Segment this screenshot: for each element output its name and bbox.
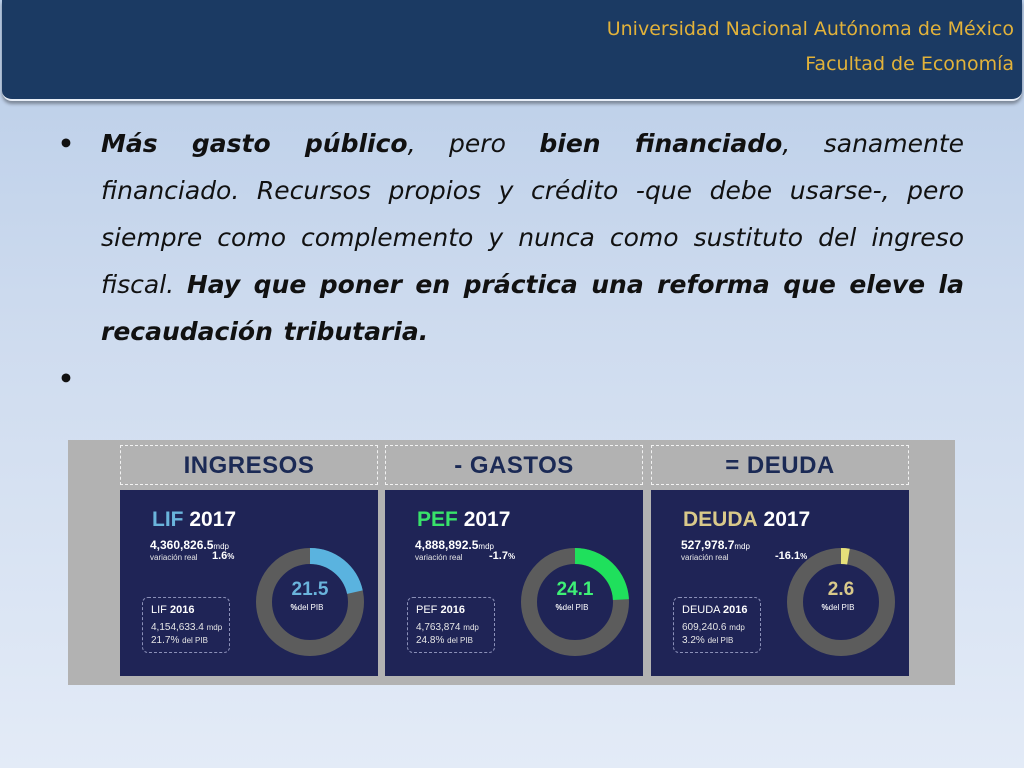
previous-year: 2016 bbox=[722, 604, 748, 616]
amount-unit: mdp bbox=[213, 542, 229, 551]
donut-label-text: del PIB bbox=[828, 603, 855, 612]
card-amount: 527,978.7mdp bbox=[681, 538, 750, 552]
previous-code: LIF bbox=[151, 604, 167, 616]
tab-deuda: = DEUDA bbox=[651, 445, 909, 485]
donut-value: 2.6 bbox=[827, 579, 855, 600]
card-amount: 4,888,892.5mdp bbox=[415, 538, 494, 552]
previous-title: PEF 2016 bbox=[416, 604, 465, 616]
card-title-year: 2017 bbox=[463, 508, 511, 531]
donut-label: %del PIB bbox=[515, 603, 629, 612]
variation-value: -1.7% bbox=[489, 550, 515, 562]
amount-unit: mdp bbox=[478, 542, 494, 551]
donut-pct-sign: % bbox=[821, 603, 829, 612]
card-title-year: 2017 bbox=[763, 508, 811, 531]
variation-number: -16.1 bbox=[775, 550, 801, 562]
card-title-year: 2017 bbox=[189, 508, 237, 531]
card-title: LIF 2017 bbox=[152, 508, 236, 532]
previous-amount-unit: mdp bbox=[206, 623, 223, 632]
previous-amount: 4,154,633.4 mdp bbox=[151, 622, 222, 633]
bullet-dot-empty: • bbox=[58, 364, 74, 393]
donut-chart bbox=[521, 548, 629, 656]
previous-amount-unit: mdp bbox=[463, 623, 479, 632]
donut-label: %del PIB bbox=[250, 603, 364, 612]
card-deuda: DEUDA 2017 527,978.7mdp variación real -… bbox=[651, 490, 909, 676]
card-title-code: LIF bbox=[152, 508, 184, 531]
donut-label-text: del PIB bbox=[562, 603, 589, 612]
previous-pct: 21.7% del PIB bbox=[151, 635, 208, 646]
variation-pct: % bbox=[227, 552, 235, 561]
variation-value: 1.6% bbox=[212, 550, 234, 562]
donut-pct-sign: % bbox=[290, 603, 298, 612]
variation-label: variación real bbox=[681, 553, 729, 562]
slide-body: • Más gasto público, pero bien financiad… bbox=[58, 120, 964, 355]
tab-ingresos: INGRESOS bbox=[120, 445, 378, 485]
card-amount: 4,360,826.5mdp bbox=[150, 538, 229, 552]
previous-pct-label: del PIB bbox=[182, 636, 208, 645]
donut-pct-sign: % bbox=[555, 603, 563, 612]
faculty-name: Facultad de Economía bbox=[805, 53, 1014, 75]
card-title: PEF 2017 bbox=[417, 508, 510, 532]
donut-label-text: del PIB bbox=[297, 603, 324, 612]
donut-arc bbox=[787, 548, 895, 656]
bullet-item: • Más gasto público, pero bien financiad… bbox=[58, 120, 964, 355]
previous-year-box: LIF 2016 4,154,633.4 mdp 21.7% del PIB bbox=[142, 597, 230, 653]
previous-title: DEUDA 2016 bbox=[682, 604, 747, 616]
previous-pct: 3.2% del PIB bbox=[682, 635, 733, 646]
donut-label: %del PIB bbox=[781, 603, 895, 612]
variation-pct: % bbox=[507, 552, 516, 561]
amount-value: 4,888,892.5 bbox=[415, 538, 479, 552]
budget-infographic: INGRESOS - GASTOS = DEUDA LIF 2017 4,360… bbox=[68, 440, 955, 685]
previous-amount: 609,240.6 mdp bbox=[682, 622, 745, 633]
previous-pct-label: del PIB bbox=[447, 636, 473, 645]
previous-code: PEF bbox=[416, 604, 438, 616]
card-title-code: DEUDA bbox=[683, 508, 758, 531]
card-ingresos: LIF 2017 4,360,826.5mdp variación real 1… bbox=[120, 490, 378, 676]
previous-amount: 4,763,874 mdp bbox=[416, 622, 479, 633]
previous-pct-value: 24.8% bbox=[416, 635, 445, 646]
variation-label: variación real bbox=[415, 553, 463, 562]
previous-pct-value: 3.2% bbox=[682, 635, 705, 646]
donut-arc bbox=[256, 548, 364, 656]
amount-value: 4,360,826.5 bbox=[150, 538, 214, 552]
previous-year: 2016 bbox=[440, 604, 465, 616]
previous-year-box: DEUDA 2016 609,240.6 mdp 3.2% del PIB bbox=[673, 597, 761, 653]
variation-number: -1.7 bbox=[489, 550, 508, 562]
variation-pct: % bbox=[800, 552, 808, 561]
body-text: , pero bbox=[407, 129, 540, 158]
bullet-paragraph: Más gasto público, pero bien financiado,… bbox=[101, 120, 964, 355]
previous-pct-value: 21.7% bbox=[151, 635, 180, 646]
donut-chart bbox=[787, 548, 895, 656]
previous-amount-value: 4,154,633.4 bbox=[151, 622, 204, 633]
donut-value: 21.5 bbox=[291, 579, 329, 600]
previous-amount-value: 609,240.6 bbox=[682, 622, 727, 633]
card-title: DEUDA 2017 bbox=[683, 508, 810, 532]
previous-pct-label: del PIB bbox=[707, 636, 734, 645]
card-title-code: PEF bbox=[417, 508, 458, 531]
bullet-dot: • bbox=[58, 129, 74, 158]
previous-amount-unit: mdp bbox=[729, 623, 745, 632]
donut-arc bbox=[521, 548, 629, 656]
previous-year-box: PEF 2016 4,763,874 mdp 24.8% del PIB bbox=[407, 597, 495, 653]
emphasis-text: Más gasto público bbox=[101, 129, 408, 158]
previous-year: 2016 bbox=[169, 604, 195, 616]
previous-code: DEUDA bbox=[682, 604, 720, 616]
tab-gastos: - GASTOS bbox=[385, 445, 643, 485]
card-gastos: PEF 2017 4,888,892.5mdp variación real -… bbox=[385, 490, 643, 676]
slide-header: Universidad Nacional Autónoma de México … bbox=[2, 0, 1022, 101]
donut-value: 24.1 bbox=[556, 579, 594, 600]
amount-unit: mdp bbox=[734, 542, 750, 551]
donut-track bbox=[787, 548, 895, 656]
emphasis-text: Hay que poner en práctica una reforma qu… bbox=[101, 270, 964, 346]
variation-number: 1.6 bbox=[212, 550, 228, 562]
previous-amount-value: 4,763,874 bbox=[416, 622, 461, 633]
amount-value: 527,978.7 bbox=[681, 538, 735, 552]
variation-value: -16.1% bbox=[775, 550, 807, 562]
university-name: Universidad Nacional Autónoma de México bbox=[606, 18, 1014, 40]
donut-chart bbox=[256, 548, 364, 656]
emphasis-text: bien financiado bbox=[539, 129, 783, 158]
previous-title: LIF 2016 bbox=[151, 604, 194, 616]
variation-label: variación real bbox=[150, 553, 198, 562]
previous-pct: 24.8% del PIB bbox=[416, 635, 473, 646]
body-text: , sanamente financiado. Recursos propios… bbox=[101, 129, 964, 299]
